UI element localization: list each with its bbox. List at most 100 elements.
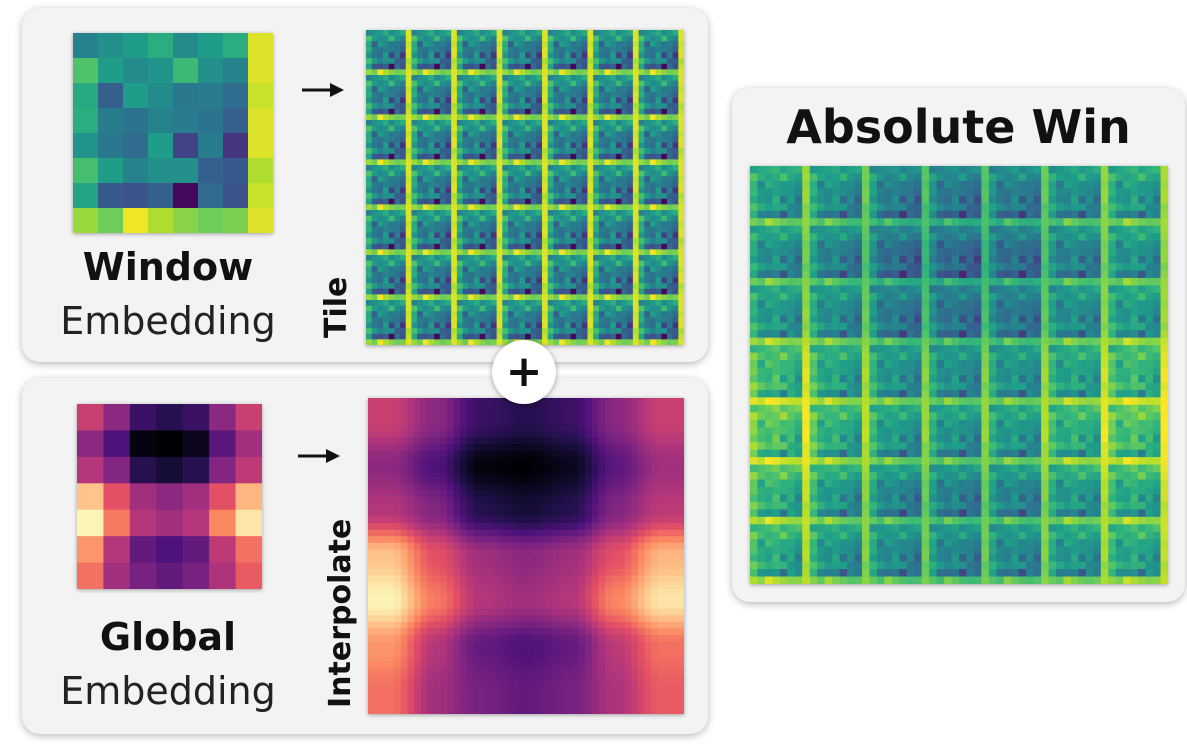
window-cell (173, 133, 199, 159)
interpolated-cell (565, 628, 573, 636)
tiled-cell (485, 69, 492, 76)
tiled-cell (507, 294, 515, 301)
tiled-cell (666, 294, 674, 301)
tiled-cell (383, 221, 390, 228)
interpolated-cell (512, 444, 521, 452)
tiled-cell (519, 159, 526, 166)
interpolated-cell (493, 490, 501, 498)
interpolated-cell (677, 569, 684, 577)
interpolated-cell (368, 417, 376, 425)
tiled-cell (547, 103, 554, 110)
interpolated-cell (427, 444, 435, 452)
interpolated-cell (368, 503, 376, 511)
tiled-cell (366, 131, 373, 138)
tiled-cell (462, 103, 469, 110)
interpolated-cell (670, 549, 679, 557)
tiled-cell (473, 333, 481, 340)
interpolated-cell (677, 457, 684, 465)
interpolated-cell (624, 556, 632, 564)
tiled-cell (666, 271, 674, 279)
tiled-cell (525, 305, 532, 312)
tiled-cell (525, 260, 532, 267)
tiled-cell (621, 136, 628, 144)
tiled-cell (576, 52, 583, 59)
interpolated-cell (526, 536, 534, 544)
tiled-cell (627, 232, 634, 239)
tiled-cell (542, 305, 549, 312)
interpolated-cell (407, 509, 415, 518)
tiled-cell (666, 165, 674, 172)
tiled-cell (621, 204, 628, 211)
interpolated-cell (578, 621, 586, 630)
tiled-cell (615, 198, 623, 205)
interpolated-cell (374, 398, 382, 406)
interpolated-cell (440, 621, 448, 630)
tiled-cell (473, 30, 481, 37)
interpolated-cell (519, 490, 527, 498)
tiled-cell (485, 339, 492, 345)
interpolated-cell (598, 463, 606, 472)
interpolated-cell (506, 477, 514, 485)
interpolated-cell (519, 582, 527, 590)
interpolated-cell (427, 549, 435, 557)
tiled-cell (451, 243, 458, 250)
tiled-cell (672, 52, 679, 59)
tiled-cell (519, 153, 526, 160)
tiled-cell (496, 333, 503, 340)
interpolated-cell (558, 398, 567, 406)
tiled-cell (496, 181, 503, 189)
interpolated-cell (493, 569, 501, 577)
tiled-cell (496, 311, 503, 318)
tiled-cell (513, 232, 520, 239)
interpolated-cell (506, 523, 514, 531)
tiled-cell (434, 305, 441, 312)
interpolated-cell (400, 437, 409, 445)
interpolated-cell (407, 424, 415, 432)
tiled-cell (655, 333, 662, 340)
interpolated-cell (433, 444, 442, 452)
interpolated-cell (433, 569, 442, 577)
tiled-cell (405, 243, 413, 250)
tiled-cell (678, 316, 684, 324)
tiled-cell (553, 159, 560, 166)
interpolated-cell (381, 470, 389, 478)
interpolated-cell (420, 575, 428, 583)
tiled-cell (587, 159, 594, 166)
tiled-cell (598, 198, 606, 205)
interpolated-cell (387, 556, 395, 564)
tiled-cell (666, 108, 674, 115)
tiled-cell (632, 120, 640, 127)
tiled-cell (598, 75, 606, 82)
tiled-cell (525, 131, 532, 138)
tiled-cell (490, 210, 498, 217)
interpolated-cell (532, 411, 540, 419)
interpolated-cell (460, 556, 468, 564)
tiled-cell (661, 142, 668, 149)
interpolated-cell (493, 608, 501, 616)
tiled-cell (439, 328, 447, 335)
tiled-cell (377, 170, 384, 177)
tiled-cell (417, 204, 424, 211)
tiled-cell (496, 339, 503, 345)
tiled-cell (661, 136, 668, 144)
tiled-cell (598, 69, 606, 76)
tiled-cell (536, 243, 543, 250)
tiled-cell (536, 63, 543, 70)
interpolated-cell (374, 529, 382, 537)
tiled-cell (627, 311, 634, 318)
interpolated-cell (558, 582, 567, 590)
tiled-cell (496, 108, 503, 115)
tiled-cell (411, 322, 418, 329)
tiled-cell (644, 333, 651, 340)
interpolated-cell (374, 483, 382, 491)
tiled-cell (593, 277, 600, 284)
global-cell (77, 536, 105, 564)
interpolated-cell (453, 608, 461, 616)
interpolated-cell (578, 588, 586, 597)
tiled-cell (422, 170, 430, 177)
tiled-cell (422, 277, 430, 284)
tiled-cell (638, 226, 645, 234)
tiled-cell (587, 198, 594, 205)
interpolated-cell (374, 635, 382, 643)
tiled-cell (479, 181, 486, 189)
